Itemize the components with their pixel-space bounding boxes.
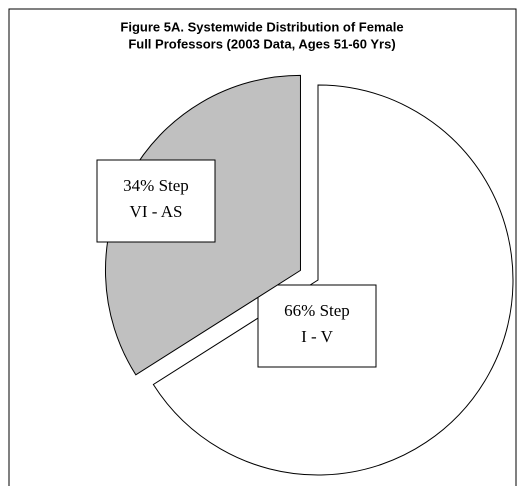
- chart-title-line: Full Professors (2003 Data, Ages 51-60 Y…: [128, 36, 395, 51]
- label-box: [257, 284, 377, 368]
- data-label: 34% Step: [123, 176, 189, 195]
- label-box: [96, 159, 216, 243]
- data-label: 66% Step: [284, 301, 350, 320]
- category-label: I - V: [301, 327, 334, 346]
- chart-frame: [8, 8, 517, 486]
- chart-title-line: Figure 5A. Systemwide Distribution of Fe…: [120, 19, 403, 34]
- category-label: VI - AS: [130, 202, 183, 221]
- pie-slice: [152, 84, 514, 476]
